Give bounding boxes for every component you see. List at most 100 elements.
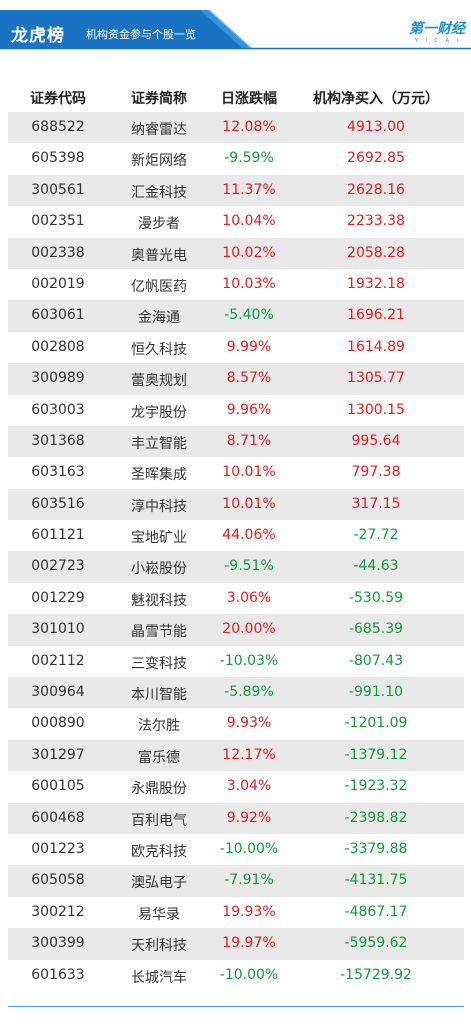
cell-code: 002019: [31, 275, 85, 292]
cell-net-buy: 1305.77: [347, 370, 405, 387]
cell-code: 600468: [31, 809, 85, 826]
cell-name: 永鼎股份: [131, 781, 187, 798]
column-header-name: 证券简称: [131, 91, 187, 107]
cell-net-buy: -1923.32: [344, 778, 408, 795]
cell-change: 10.01%: [222, 495, 276, 512]
cell-name: 纳睿雷达: [131, 122, 187, 138]
cell-net-buy: -685.39: [348, 621, 404, 638]
cell-code: 000890: [31, 715, 85, 732]
cell-name: 淳中科技: [131, 498, 187, 515]
table-row: 601633 长城汽车 -10.00% -15729.92: [8, 960, 464, 991]
cell-net-buy: -991.10: [348, 684, 404, 701]
table-row: 603061 金海通 -5.40% 1696.21: [8, 300, 464, 332]
table-header: 证券代码 证券简称 日涨跌幅 机构净买入（万元）: [8, 84, 464, 112]
table-row: 001223 欧克科技 -10.00% -3379.88: [8, 834, 464, 865]
cell-code: 002723: [31, 558, 85, 575]
cell-change: 19.97%: [222, 935, 276, 952]
cell-code: 601121: [31, 527, 85, 544]
cell-net-buy: -1201.09: [344, 715, 408, 732]
cell-code: 603163: [31, 464, 85, 481]
table-row: 601121 宝地矿业 44.06% -27.72: [8, 520, 464, 551]
cell-net-buy: -1379.12: [344, 746, 408, 763]
cell-code: 603516: [31, 495, 85, 512]
logo-subtext: Y I C A I: [414, 38, 461, 44]
table-row: 688522 纳睿雷达 12.08% 4913.00: [8, 112, 464, 144]
cell-net-buy: 1614.89: [347, 338, 405, 355]
cell-change: 19.93%: [222, 903, 276, 920]
cell-code: 603061: [31, 307, 85, 324]
cell-change: 12.17%: [222, 746, 276, 763]
cell-change: -10.00%: [219, 966, 279, 983]
cell-code: 300989: [31, 370, 85, 387]
table-row: 600105 永鼎股份 3.04% -1923.32: [8, 771, 464, 802]
cell-change: 3.06%: [226, 589, 272, 606]
table-row: 301297 富乐德 12.17% -1379.12: [8, 739, 464, 772]
cell-code: 301368: [31, 432, 85, 449]
cell-code: 600105: [31, 778, 85, 795]
cell-net-buy: 2058.28: [347, 244, 405, 261]
cell-code: 001223: [31, 840, 85, 857]
cell-name: 晶雪节能: [131, 624, 187, 641]
cell-name: 漫步者: [138, 216, 180, 233]
cell-change: 9.92%: [226, 809, 272, 826]
cell-net-buy: 2628.16: [347, 181, 405, 198]
cell-net-buy: 2692.85: [347, 150, 405, 167]
column-header-code: 证券代码: [30, 91, 86, 107]
cell-change: -9.59%: [224, 150, 274, 167]
cell-net-buy: -807.43: [348, 652, 404, 669]
cell-change: -7.91%: [224, 872, 274, 889]
cell-name: 易华录: [138, 906, 180, 923]
cell-net-buy: -5959.62: [344, 935, 408, 952]
table-row: 300212 易华录 19.93% -4867.17: [8, 897, 464, 928]
cell-net-buy: -15729.92: [340, 966, 412, 983]
cell-change: -9.51%: [224, 558, 274, 575]
cell-net-buy: 797.38: [351, 464, 401, 481]
table-row: 002112 三变科技 -10.03% -807.43: [8, 646, 464, 677]
cell-change: -10.03%: [219, 652, 279, 669]
table-row: 002351 漫步者 10.04% 2233.38: [8, 206, 464, 237]
table-row: 605398 新炬网络 -9.59% 2692.85: [8, 143, 464, 174]
table-row: 001229 魅视科技 3.06% -530.59: [8, 583, 464, 614]
cell-net-buy: -530.59: [348, 589, 404, 606]
cell-code: 002338: [31, 244, 85, 261]
cell-net-buy: 1300.15: [347, 401, 405, 418]
table-row: 603003 龙宇股份 9.96% 1300.15: [8, 395, 464, 426]
table-row: 603516 淳中科技 10.01% 317.15: [8, 488, 464, 521]
cell-change: 3.04%: [226, 778, 272, 795]
cell-change: 10.02%: [222, 244, 276, 261]
table-row: 002808 恒久科技 9.99% 1614.89: [8, 332, 464, 363]
cell-code: 002808: [31, 338, 85, 355]
cell-change: -5.89%: [224, 684, 274, 701]
cell-name: 龙宇股份: [131, 404, 187, 421]
cell-code: 300212: [31, 903, 85, 920]
cell-net-buy: 995.64: [351, 432, 401, 449]
cell-change: -10.00%: [219, 840, 279, 857]
cell-change: 12.08%: [222, 119, 276, 135]
cell-code: 605058: [31, 872, 85, 889]
cell-code: 300561: [31, 181, 85, 198]
cell-name: 汇金科技: [131, 184, 187, 201]
cell-net-buy: -27.72: [353, 527, 399, 544]
cell-name: 欧克科技: [131, 843, 187, 860]
cell-net-buy: 1932.18: [347, 275, 405, 292]
header-banner: [0, 10, 471, 50]
column-header-change: 日涨跌幅: [221, 91, 277, 107]
table-row: 300989 蕾奥规划 8.57% 1305.77: [8, 363, 464, 395]
table-row: 301368 丰立智能 8.71% 995.64: [8, 425, 464, 458]
cell-change: 10.03%: [222, 275, 276, 292]
cell-name: 长城汽车: [131, 969, 187, 986]
cell-change: 20.00%: [222, 621, 276, 638]
logo-text: 第一财经: [409, 21, 465, 37]
cell-code: 603003: [31, 401, 85, 418]
cell-code: 605398: [31, 150, 85, 167]
cell-name: 天利科技: [131, 938, 187, 955]
cell-net-buy: 2233.38: [347, 213, 405, 230]
cell-code: 001229: [31, 589, 85, 606]
page-title: 龙虎榜: [11, 26, 65, 46]
table-row: 300964 本川智能 -5.89% -991.10: [8, 677, 464, 709]
table-row: 300561 汇金科技 11.37% 2628.16: [8, 174, 464, 207]
cell-change: 9.99%: [226, 338, 272, 355]
cell-net-buy: 317.15: [351, 495, 401, 512]
cell-name: 蕾奥规划: [131, 373, 187, 390]
cell-change: 9.96%: [226, 401, 272, 418]
